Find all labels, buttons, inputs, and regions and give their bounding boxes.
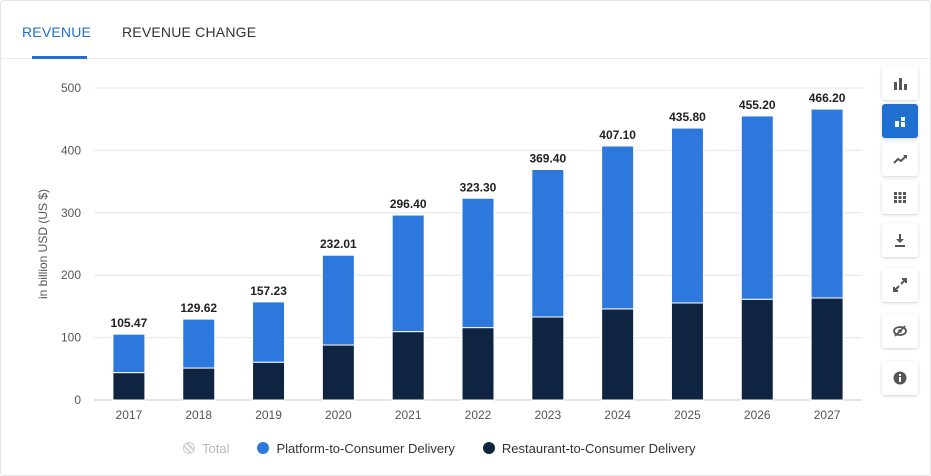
y-tick-label: 300 (61, 206, 81, 220)
hide-button[interactable] (882, 314, 918, 348)
data-label: 323.30 (460, 180, 497, 194)
stacked-bar-icon (895, 117, 905, 127)
legend-item-platform[interactable]: Platform-to-Consumer Delivery (257, 440, 455, 456)
bar-segment (461, 197, 495, 329)
data-label: 407.10 (599, 128, 636, 142)
bar-segment (740, 298, 774, 401)
bar-segment (321, 344, 355, 401)
bar-segment (531, 168, 565, 318)
x-tick-label: 2027 (814, 408, 841, 422)
x-tick-label: 2024 (604, 408, 631, 422)
stacked-bar-button[interactable] (882, 104, 918, 138)
bar-segment (461, 327, 495, 401)
info-button[interactable] (882, 361, 918, 395)
data-label: 369.40 (529, 151, 566, 165)
bar-segment (531, 316, 565, 401)
x-tick-label: 2020 (325, 408, 352, 422)
data-label: 157.23 (250, 284, 287, 298)
data-label: 455.20 (739, 98, 776, 112)
stacked-bar-chart: 0 100 200 300 400 500 in billion USD (US $) 105… (36, 81, 862, 422)
download-button[interactable] (882, 223, 918, 257)
active-tab-indicator (32, 56, 87, 59)
legend-swatch-platform (257, 442, 270, 454)
info-icon (893, 371, 907, 385)
x-tick-label: 2023 (534, 408, 561, 422)
bar-segment (252, 361, 286, 401)
data-label: 232.01 (320, 237, 357, 251)
data-label: 296.40 (390, 197, 427, 211)
bar-chart-button[interactable] (882, 66, 918, 100)
legend-swatch-total (183, 442, 195, 454)
fullscreen-button[interactable] (882, 268, 918, 302)
bar-segment (321, 254, 355, 346)
legend-swatch-restaurant (482, 442, 495, 454)
download-icon (895, 234, 905, 247)
tab-bar: REVENUE REVENUE CHANGE (0, 0, 929, 59)
hide-icon (893, 325, 907, 337)
x-tick-label: 2019 (255, 408, 282, 422)
tab-revenue-change[interactable]: REVENUE CHANGE (122, 24, 257, 40)
trend-line-icon (893, 155, 907, 164)
fullscreen-icon (893, 278, 907, 292)
legend-label-total: Total (202, 440, 230, 456)
x-tick-label: 2022 (465, 408, 492, 422)
bar-segment (182, 367, 216, 401)
bar-chart-icon (894, 78, 907, 90)
y-tick-label: 0 (74, 393, 81, 407)
legend-item-restaurant[interactable]: Restaurant-to-Consumer Delivery (482, 440, 696, 456)
chart-legend: Total Platform-to-Consumer Delivery Rest… (183, 439, 724, 457)
legend-label-restaurant: Restaurant-to-Consumer Delivery (501, 440, 696, 456)
y-tick-label: 500 (61, 81, 81, 95)
tab-revenue[interactable]: REVENUE (22, 24, 92, 40)
bar-segment (182, 318, 216, 369)
y-axis-title: in billion USD (US $) (36, 189, 50, 299)
data-label: 105.47 (111, 316, 148, 330)
x-tick-label: 2026 (744, 408, 771, 422)
x-tick-label: 2021 (395, 408, 422, 422)
data-label: 129.62 (180, 301, 217, 315)
bar-segment (670, 302, 704, 401)
bar-segment (112, 333, 146, 374)
bar-segment (391, 331, 425, 401)
bar-segment (601, 308, 635, 401)
x-tick-label: 2025 (674, 408, 701, 422)
bar-segment (740, 115, 774, 300)
data-label: 435.80 (669, 110, 706, 124)
table-grid-icon (894, 192, 906, 203)
legend-label-platform: Platform-to-Consumer Delivery (276, 440, 455, 456)
legend-item-total[interactable]: Total (183, 441, 229, 456)
table-view-button[interactable] (882, 180, 918, 214)
y-tick-label: 100 (61, 331, 81, 345)
bar-segment (601, 145, 635, 310)
x-tick-label: 2017 (116, 408, 143, 422)
x-tick-label: 2018 (185, 408, 212, 422)
y-tick-label: 400 (61, 143, 81, 157)
bar-segment (810, 108, 844, 299)
bar-segment (391, 214, 425, 333)
bar-segment (252, 301, 286, 363)
trend-line-button[interactable] (882, 142, 918, 176)
bar-segment (112, 372, 146, 401)
bar-segment (810, 297, 844, 401)
data-label: 466.20 (809, 91, 846, 105)
y-tick-label: 200 (61, 268, 81, 282)
bar-segment (670, 127, 704, 304)
